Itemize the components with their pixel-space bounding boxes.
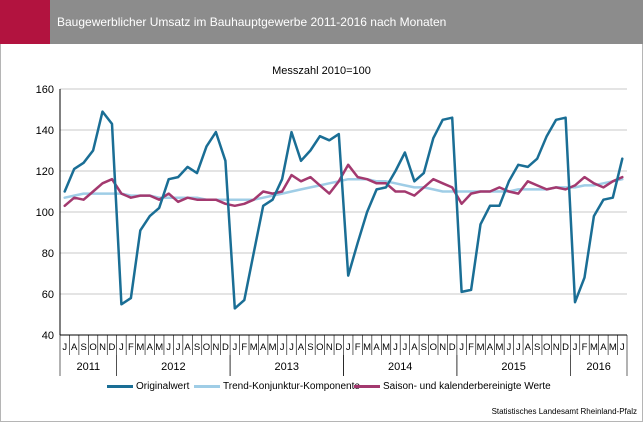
legend-label-saison: Saison- und kalenderbereinigte Werte: [383, 381, 551, 392]
x-tick-label: S: [307, 342, 313, 353]
legend-label-originalwert: Originalwert: [136, 381, 190, 392]
year-label: 2014: [388, 361, 412, 373]
x-tick-label: J: [232, 342, 237, 353]
x-tick-label: J: [289, 342, 294, 353]
x-tick-label: S: [80, 342, 86, 353]
y-tick-label: 160: [36, 84, 54, 96]
source-note: Statistisches Landesamt Rheinland-Pfalz: [491, 407, 637, 416]
x-tick-label: A: [184, 342, 191, 353]
x-tick-label: J: [507, 342, 512, 353]
chart-title: Baugewerblicher Umsatz im Bauhauptgewerb…: [57, 15, 447, 29]
x-tick-label: J: [393, 342, 398, 353]
legend-item-saison: Saison- und kalenderbereinigte Werte: [354, 381, 551, 392]
x-tick-label: M: [590, 342, 598, 353]
x-tick-label: A: [298, 342, 305, 353]
x-tick-label: D: [449, 342, 456, 353]
x-tick-label: N: [212, 342, 219, 353]
x-tick-label: M: [136, 342, 144, 353]
x-tick-label: N: [326, 342, 333, 353]
chart-subtitle: Messzahl 2010=100: [272, 65, 371, 77]
x-tick-label: F: [128, 342, 134, 353]
x-tick-label: F: [582, 342, 588, 353]
x-tick-label: A: [373, 342, 380, 353]
x-tick-label: M: [155, 342, 163, 353]
year-label: 2012: [161, 361, 185, 373]
x-tick-label: M: [363, 342, 371, 353]
legend-item-originalwert: Originalwert: [107, 381, 189, 392]
legend-swatch-originalwert: [107, 385, 133, 388]
legend-swatch-saison: [354, 385, 380, 388]
series-line-trend: [63, 177, 624, 201]
x-tick-label: A: [147, 342, 154, 353]
x-tick-label: D: [562, 342, 569, 353]
x-tick-label: F: [468, 342, 474, 353]
x-tick-label: D: [222, 342, 229, 353]
x-tick-label: N: [553, 342, 560, 353]
x-tick-label: A: [411, 342, 418, 353]
x-tick-label: F: [355, 342, 361, 353]
x-tick-label: J: [459, 342, 464, 353]
x-tick-label: M: [250, 342, 258, 353]
x-tick-label: J: [280, 342, 285, 353]
x-tick-label: M: [495, 342, 503, 353]
x-tick-label: N: [99, 342, 106, 353]
x-tick-label: N: [439, 342, 446, 353]
x-tick-label: O: [543, 342, 550, 353]
y-tick-label: 120: [36, 166, 54, 178]
series-line-saison: [63, 163, 624, 208]
x-tick-label: O: [203, 342, 210, 353]
x-tick-label: J: [573, 342, 578, 353]
x-tick-label: J: [403, 342, 408, 353]
x-tick-label: M: [382, 342, 390, 353]
x-tick-label: M: [269, 342, 277, 353]
legend-swatch-trend: [194, 385, 220, 388]
x-tick-label: J: [176, 342, 181, 353]
x-tick-label: F: [241, 342, 247, 353]
x-tick-label: A: [71, 342, 78, 353]
x-tick-label: D: [109, 342, 116, 353]
y-tick-label: 80: [42, 248, 54, 260]
x-tick-label: O: [89, 342, 96, 353]
header-accent: [0, 0, 50, 44]
x-tick-label: J: [346, 342, 351, 353]
y-tick-label: 40: [42, 330, 54, 342]
x-tick-label: J: [620, 342, 625, 353]
x-tick-label: J: [62, 342, 67, 353]
y-tick-label: 100: [36, 207, 54, 219]
year-label: 2013: [275, 361, 299, 373]
year-label: 2016: [586, 361, 610, 373]
x-tick-label: J: [166, 342, 171, 353]
x-tick-label: S: [421, 342, 427, 353]
x-tick-label: S: [194, 342, 200, 353]
year-label: 2015: [501, 361, 525, 373]
x-tick-label: S: [534, 342, 540, 353]
x-tick-label: A: [487, 342, 494, 353]
y-tick-label: 140: [36, 125, 54, 137]
x-tick-label: J: [516, 342, 521, 353]
series-line-originalwert: [63, 110, 624, 310]
y-tick-label: 60: [42, 289, 54, 301]
x-tick-label: M: [609, 342, 617, 353]
x-tick-label: O: [316, 342, 323, 353]
year-label: 2011: [77, 361, 101, 373]
header-bar: [0, 0, 643, 44]
x-tick-label: A: [600, 342, 607, 353]
legend-item-trend: Trend-Konjunktur-Komponente: [194, 381, 360, 392]
legend-label-trend: Trend-Konjunktur-Komponente: [223, 381, 360, 392]
x-tick-label: J: [119, 342, 124, 353]
x-tick-label: A: [525, 342, 532, 353]
x-tick-label: M: [477, 342, 485, 353]
x-tick-label: A: [260, 342, 267, 353]
x-tick-label: D: [335, 342, 342, 353]
x-tick-label: O: [430, 342, 437, 353]
